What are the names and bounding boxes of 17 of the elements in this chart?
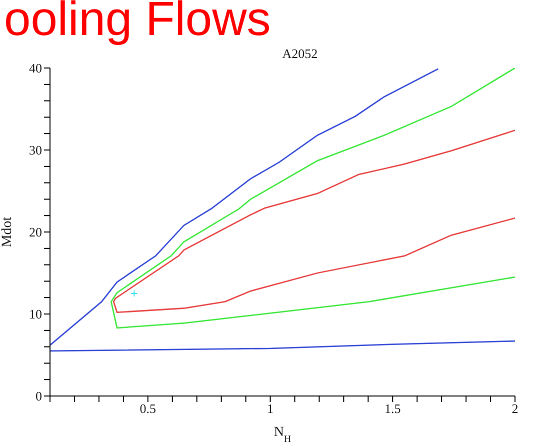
y-axis-title: Mdot xyxy=(0,216,15,248)
x-tick-label: 1 xyxy=(267,401,274,416)
line-series xyxy=(50,340,515,352)
line-series xyxy=(110,68,515,329)
x-tick-label: 1.5 xyxy=(384,401,401,416)
chart-subtitle: A2052 xyxy=(281,46,319,62)
line-series xyxy=(112,130,515,314)
y-tick-label: 20 xyxy=(29,224,42,240)
x-tick-label: 2 xyxy=(512,401,518,416)
x-axis-title: N$_{H}$ xyxy=(274,425,292,444)
y-tick-label: 10 xyxy=(29,306,42,322)
x-tick-label: 0.5 xyxy=(140,401,156,416)
chart-title: ooling Flows xyxy=(4,0,271,48)
y-tick-label: 0 xyxy=(36,388,42,404)
y-tick-label: 30 xyxy=(29,142,42,158)
y-tick-label: 40 xyxy=(29,60,42,76)
line-series xyxy=(50,68,439,346)
